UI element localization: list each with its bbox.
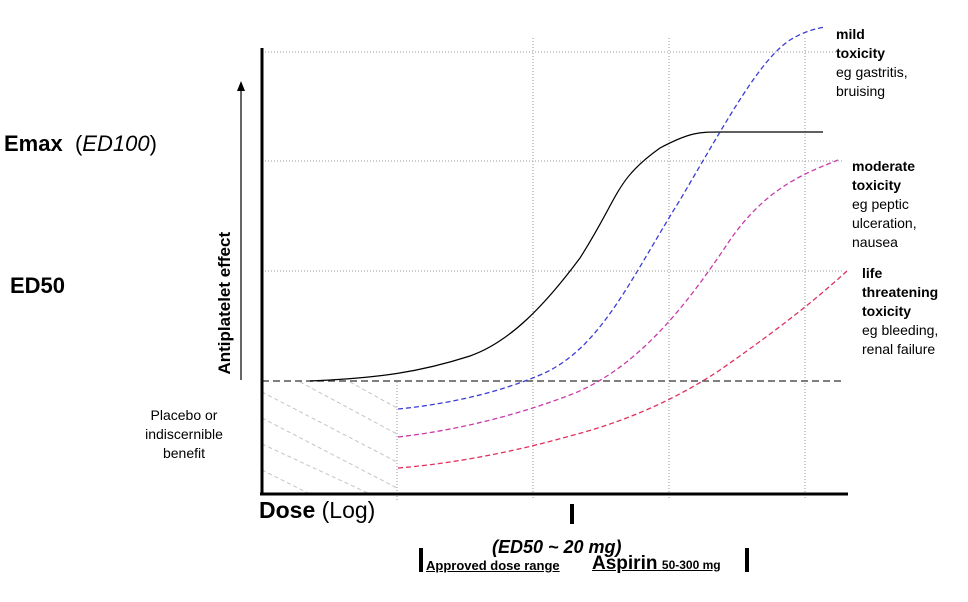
placebo-line-3: benefit [162, 445, 206, 461]
mild-toxicity-annotation: mild toxicity eg gastritis, bruising [836, 25, 908, 101]
life-detail-1: eg bleeding, [862, 322, 939, 338]
ed100-wrap: (ED100) [62, 131, 157, 156]
moderate-title-2: toxicity [852, 177, 902, 193]
x-axis-unit: (Log) [321, 497, 376, 523]
arrow-head-icon [237, 81, 245, 91]
moderate-detail-1: eg peptic [852, 196, 909, 212]
ed100-text: ED100 [82, 131, 150, 156]
moderate-toxicity-curve [397, 159, 839, 438]
moderate-detail-2: ulceration, [852, 215, 917, 231]
life-threatening-toxicity-annotation: life threatening toxicity eg bleeding, r… [862, 264, 938, 359]
x-axis-label: Dose (Log) [259, 497, 375, 525]
approved-range-label: Approved dose range [426, 558, 560, 573]
range-bracket-right [745, 548, 749, 572]
life-title-1: life [862, 265, 883, 281]
x-axis-text: Dose [259, 497, 316, 523]
ed50-dose-marker [570, 504, 574, 524]
mild-detail-2: bruising [836, 83, 886, 99]
life-detail-2: renal failure [862, 341, 936, 357]
efficacy-curve [309, 131, 823, 382]
life-title-2: threatening [862, 284, 939, 300]
life-title-3: toxicity [862, 303, 912, 319]
emax-text: Emax [4, 131, 63, 156]
placebo-label: Placebo or indiscernible benefit [125, 406, 243, 463]
placebo-hatch [261, 381, 398, 495]
aspirin-dose-text: 50-300 mg [661, 558, 721, 572]
mild-title-2: toxicity [836, 45, 886, 61]
ed50-dose-label: (ED50 ~ 20 mg) [492, 537, 622, 557]
placebo-line-2: indiscernible [145, 426, 223, 442]
range-bracket-left [419, 548, 423, 572]
horizontal-gridlines [262, 51, 842, 272]
vertical-gridlines [396, 38, 806, 500]
placebo-line-1: Placebo or [150, 407, 218, 423]
mild-detail-1: eg gastritis, [836, 64, 908, 80]
life-threatening-toxicity-curve [397, 269, 849, 469]
y-axis-label: Antiplatelet effect [214, 231, 234, 375]
emax-label: Emax (ED100) [4, 131, 157, 157]
moderate-toxicity-annotation: moderate toxicity eg peptic ulceration, … [852, 157, 917, 252]
mild-title-1: mild [836, 26, 865, 42]
aspirin-range-label: Aspirin 50-300 mg [592, 553, 721, 576]
moderate-title-1: moderate [852, 158, 916, 174]
ed50-label: ED50 [10, 273, 66, 298]
mild-toxicity-curve [397, 26, 826, 410]
aspirin-text: Aspirin [592, 553, 658, 574]
moderate-detail-3: nausea [852, 234, 898, 250]
